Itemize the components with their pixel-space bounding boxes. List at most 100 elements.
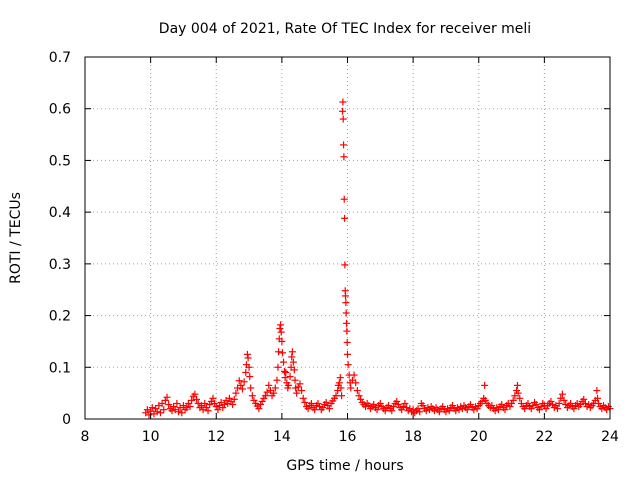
data-point	[220, 401, 228, 409]
data-point	[570, 405, 578, 413]
data-point	[338, 392, 346, 400]
data-point	[184, 399, 192, 407]
data-point	[416, 408, 424, 416]
data-point	[156, 409, 164, 417]
y-tick-label: 0.1	[49, 360, 71, 376]
data-point	[279, 349, 287, 357]
data-point	[247, 384, 255, 392]
data-point	[248, 392, 256, 400]
data-point	[362, 403, 370, 411]
data-point	[513, 381, 521, 389]
data-point	[365, 402, 373, 410]
data-point	[143, 406, 151, 414]
data-point	[322, 398, 330, 406]
data-point	[235, 377, 243, 385]
data-point	[399, 403, 407, 411]
data-point	[339, 98, 347, 106]
data-point	[576, 401, 584, 409]
data-point	[347, 384, 355, 392]
data-point	[527, 405, 535, 413]
data-point	[277, 328, 285, 336]
data-point	[290, 366, 298, 374]
data-point	[337, 384, 345, 392]
data-point	[394, 401, 402, 409]
data-point	[286, 373, 294, 381]
data-point	[532, 401, 540, 409]
data-point	[202, 404, 210, 412]
data-point	[219, 404, 227, 412]
data-point	[280, 358, 288, 366]
data-point	[319, 404, 327, 412]
data-point	[581, 399, 589, 407]
data-point	[598, 405, 606, 413]
data-point	[232, 389, 240, 397]
data-point	[186, 403, 194, 411]
data-point	[398, 406, 406, 414]
data-point	[243, 350, 251, 358]
data-point	[498, 401, 506, 409]
y-tick-label: 0.7	[49, 50, 71, 66]
data-point	[255, 405, 263, 413]
data-point	[271, 384, 279, 392]
data-point	[352, 379, 360, 387]
data-point	[594, 394, 602, 402]
y-tick-label: 0.2	[49, 309, 71, 325]
data-point	[353, 387, 361, 395]
data-point	[304, 405, 312, 413]
data-point	[341, 261, 349, 269]
data-point	[467, 401, 475, 409]
data-point	[277, 321, 285, 329]
x-tick-label: 24	[601, 429, 619, 445]
data-point	[514, 389, 522, 397]
data-point	[393, 397, 401, 405]
data-point	[537, 403, 545, 411]
data-point	[342, 292, 350, 300]
data-point	[339, 115, 347, 123]
y-tick-label: 0.3	[49, 257, 71, 273]
data-point	[481, 396, 489, 404]
y-tick-label: 0.6	[49, 102, 71, 118]
data-point	[422, 407, 430, 415]
data-point	[211, 399, 219, 407]
data-point	[494, 406, 502, 414]
data-point	[307, 399, 315, 407]
data-point	[276, 325, 284, 332]
data-point	[278, 337, 286, 345]
data-point	[555, 399, 563, 407]
data-point	[560, 396, 568, 404]
data-point	[385, 402, 393, 410]
data-point	[558, 390, 566, 398]
data-point	[153, 408, 161, 416]
data-point	[275, 348, 283, 356]
data-point	[282, 368, 290, 376]
data-point	[344, 350, 351, 358]
data-point	[573, 399, 581, 407]
data-point	[370, 401, 378, 409]
data-point	[342, 309, 350, 317]
data-point	[567, 399, 575, 407]
data-point	[343, 327, 351, 335]
chart-title: Day 004 of 2021, Rate Of TEC Index for r…	[159, 21, 531, 37]
data-point	[160, 406, 168, 414]
data-point	[340, 195, 348, 203]
data-point	[299, 394, 307, 402]
data-point	[595, 399, 603, 407]
data-point	[506, 403, 514, 411]
data-point	[288, 348, 296, 356]
data-point	[296, 380, 304, 388]
data-point	[488, 402, 496, 410]
data-point	[183, 404, 191, 412]
data-point	[265, 381, 273, 389]
data-point	[170, 403, 178, 411]
grid-layer	[85, 57, 610, 419]
data-point	[580, 395, 588, 403]
data-point	[409, 406, 417, 414]
data-point	[188, 396, 196, 404]
data-point	[376, 399, 384, 407]
data-point	[240, 378, 248, 386]
data-point	[161, 396, 169, 404]
data-point	[325, 405, 333, 413]
data-point	[388, 407, 396, 415]
data-point	[470, 406, 478, 414]
data-point	[603, 406, 611, 414]
